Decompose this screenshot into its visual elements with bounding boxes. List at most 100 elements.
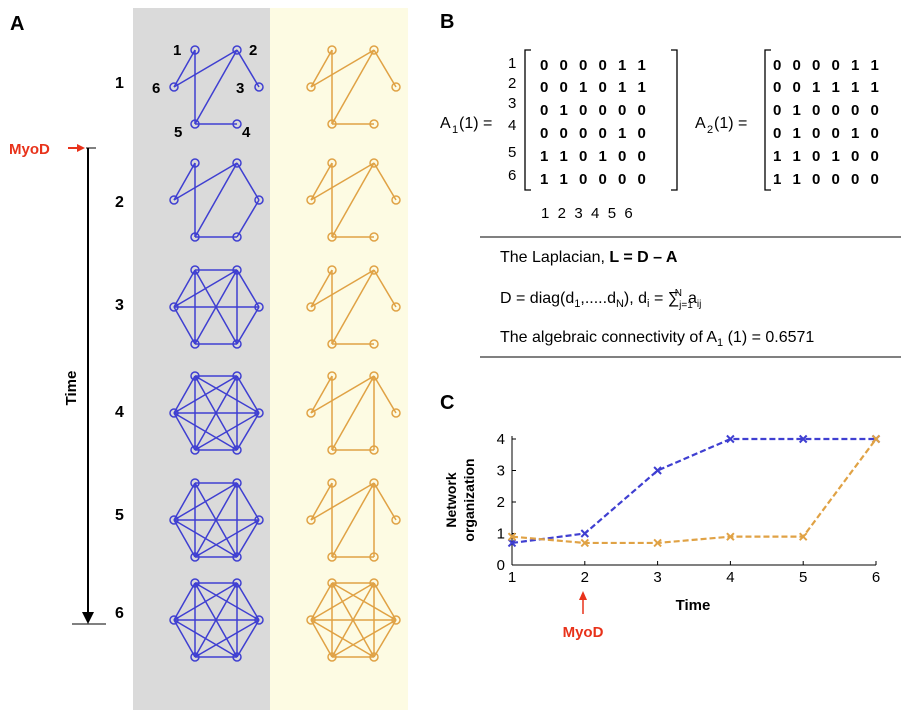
network-edge: [236, 375, 260, 414]
network-node: [391, 82, 401, 92]
a1-label: A 1 (1) =: [440, 115, 492, 136]
row-indices: 1 2 3 4 5 6: [508, 55, 516, 184]
laplacian-prefix: The Laplacian,: [500, 249, 609, 266]
node-label-6: 6: [152, 80, 160, 97]
chart-myod-arrow-icon: [579, 591, 587, 614]
network-edge: [173, 519, 196, 558]
matrix-a1-brackets: [524, 49, 678, 191]
network-node: [190, 158, 200, 168]
network-edge: [310, 582, 333, 621]
network-edge: [173, 49, 238, 88]
network-node: [169, 302, 179, 312]
network-node: [369, 232, 379, 242]
series-1-point: [507, 538, 517, 548]
node-label-5: 5: [174, 124, 182, 141]
network-edge: [310, 162, 333, 201]
y-tick-label: 3: [497, 463, 505, 480]
network-edge: [236, 482, 260, 521]
network-edge: [173, 269, 196, 308]
panel-c-letter: C: [440, 392, 454, 414]
network-edge: [194, 162, 238, 238]
matrix-a2-row-4: 0 1 0 0 1 0: [773, 125, 882, 142]
network-graphs: [169, 45, 401, 662]
degree-sum-sup: N: [675, 288, 682, 299]
network-edge: [331, 162, 375, 238]
network-orange-t3: [306, 265, 401, 349]
x-tick-label: 2: [581, 569, 589, 586]
y-axis-label-line-2: organization: [461, 458, 477, 541]
matrix-a2-row-5: 1 1 0 1 0 0: [773, 148, 882, 165]
node-labels: 1 2 3 4 5 6: [152, 42, 257, 141]
series-2-point: [653, 538, 662, 548]
row-index-5: 5: [508, 144, 516, 161]
network-edge: [173, 582, 196, 621]
matrix-a1: 0 0 0 0 1 1 0 0 1 0 1 1 0 1 0 0 0 0 0 0 …: [540, 57, 649, 188]
a2-label: A 2 (1) =: [695, 115, 747, 136]
network-node: [232, 478, 242, 488]
network-node: [190, 232, 200, 242]
network-node: [327, 552, 337, 562]
network-edge: [236, 162, 260, 201]
matrix-a1-row-1: 0 0 0 0 1 1: [540, 57, 649, 74]
network-node: [327, 445, 337, 455]
connectivity-suffix: (1) = 0.6571: [723, 329, 814, 346]
series-1-point: [726, 434, 735, 444]
network-node: [369, 478, 379, 488]
network-edge: [173, 482, 196, 521]
a2-arg: (1) =: [714, 115, 747, 132]
network-node: [232, 339, 242, 349]
network-node: [306, 515, 316, 525]
network-edge: [331, 375, 375, 451]
network-edge: [310, 375, 375, 414]
degree-eq: = ∑: [650, 290, 680, 307]
network-node: [190, 265, 200, 275]
connectivity-line: The algebraic connectivity of A1 (1) = 0…: [500, 329, 814, 349]
matrix-a2-row-1: 0 0 0 0 1 1: [773, 57, 882, 74]
network-node: [369, 158, 379, 168]
series-2-point: [507, 532, 517, 541]
panel-b-letter: B: [440, 11, 454, 33]
network-node: [190, 45, 200, 55]
matrix-a2-row-2: 0 0 1 1 1 1: [773, 79, 882, 96]
node-label-3: 3: [236, 80, 244, 97]
network-edge: [310, 49, 333, 88]
x-tick-label: 4: [726, 569, 734, 586]
network-node: [369, 652, 379, 662]
network-node: [254, 82, 264, 92]
network-edge: [331, 269, 375, 345]
network-node: [254, 302, 264, 312]
series-2-point: [871, 434, 881, 444]
degree-a-sub: ij: [697, 299, 701, 310]
network-edge: [310, 619, 375, 658]
network-edge: [373, 269, 397, 308]
network-node: [306, 302, 316, 312]
degree-mid2: ), d: [624, 290, 647, 307]
network-node: [306, 82, 316, 92]
panel-a-letter: A: [10, 13, 24, 35]
network-edge: [236, 199, 260, 238]
network-node: [327, 371, 337, 381]
network-edge: [173, 519, 238, 558]
network-node: [369, 119, 379, 129]
matrix-a2-brackets: [764, 49, 771, 191]
network-node: [254, 515, 264, 525]
x-axis-label: Time: [676, 597, 711, 614]
network-node: [306, 195, 316, 205]
series-2-point: [580, 538, 590, 548]
network-edge: [173, 412, 238, 451]
network-edge: [173, 375, 196, 414]
yellow-column-bg: [270, 8, 408, 710]
network-orange-t2: [306, 158, 401, 242]
node-label-4: 4: [242, 124, 251, 141]
row-index-6: 6: [508, 167, 516, 184]
network-edge: [173, 162, 196, 201]
network-edge: [373, 375, 397, 414]
network-node: [327, 652, 337, 662]
network-node: [391, 615, 401, 625]
network-node: [254, 195, 264, 205]
myod-arrow-icon: [68, 144, 85, 152]
a1-arg: (1) =: [459, 115, 492, 132]
matrix-a1-row-4: 0 0 0 0 1 0: [540, 125, 649, 142]
